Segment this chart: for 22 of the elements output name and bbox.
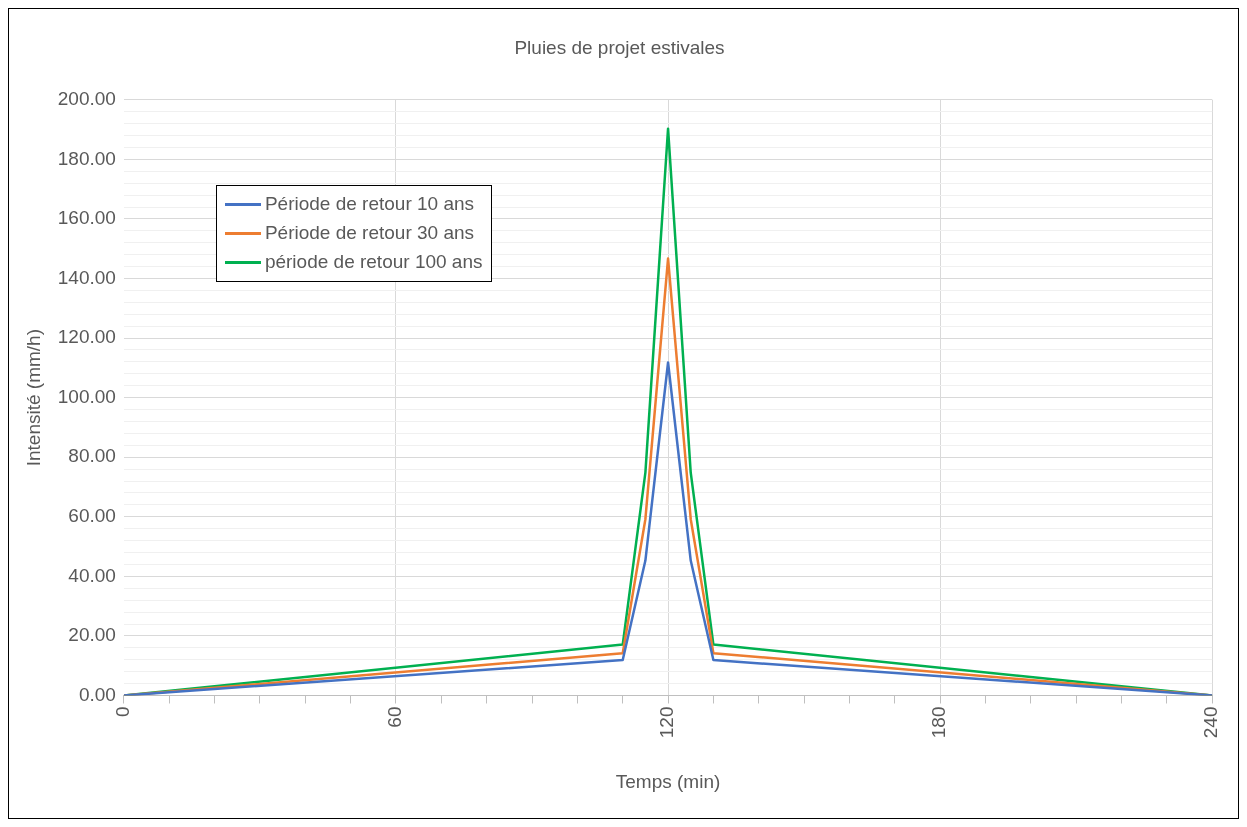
chart-title: Pluies de projet estivales [514,36,725,58]
y-tick-label: 0.00 [78,683,116,705]
legend-label: Période de retour 30 ans [264,222,475,245]
legend-label: période de retour 100 ans [264,251,483,274]
x-tick-label: 120 [656,706,678,739]
y-tick-label: 140.00 [57,266,116,288]
y-tick-label: 60.00 [68,505,116,527]
x-tick-label: 180 [928,706,950,739]
y-tick-label: 120.00 [57,326,116,348]
y-tick-label: 20.00 [68,624,116,646]
x-tick-label: 240 [1200,706,1222,739]
y-tick-label: 160.00 [57,207,116,229]
x-axis-title: Temps (min) [615,770,721,792]
y-tick-label: 80.00 [68,445,116,467]
y-tick-label: 180.00 [57,147,116,169]
y-tick-label: 100.00 [57,385,116,407]
y-axis-title: Intensité (mm/h) [22,329,44,467]
y-tick-label: 40.00 [68,564,116,586]
x-tick-label: 0 [112,706,134,718]
x-tick-label: 60 [384,706,406,728]
legend-label: Période de retour 10 ans [264,193,475,216]
y-tick-label: 200.00 [57,88,116,110]
